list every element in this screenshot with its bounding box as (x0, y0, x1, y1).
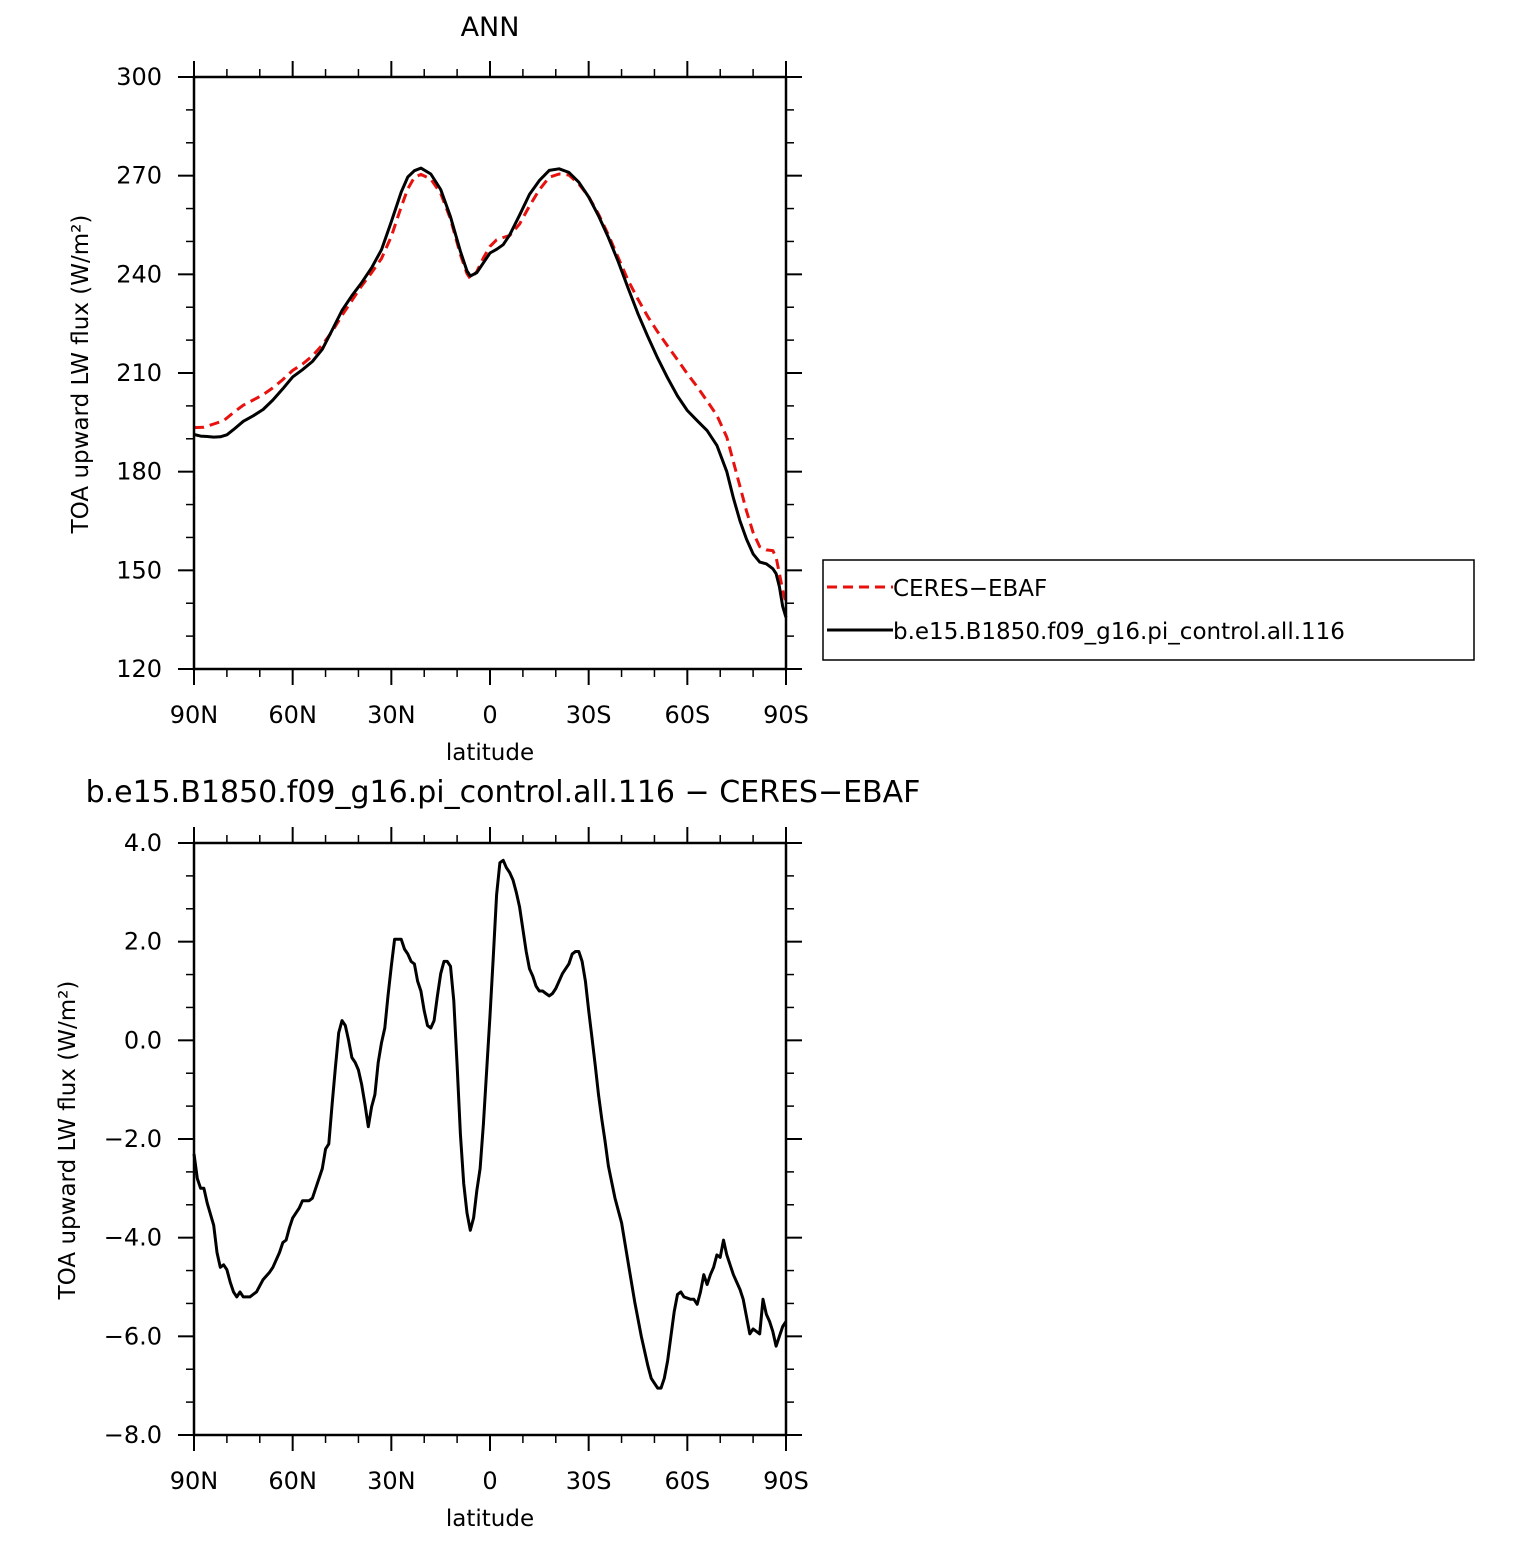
top-x-tick-label: 60S (664, 701, 710, 729)
bottom-y-tick-label: 4.0 (124, 829, 162, 857)
bottom-x-tick-label: 90N (170, 1467, 219, 1495)
top-x-tick-label: 90N (170, 701, 219, 729)
top-y-axis-label: TOA upward LW flux (W/m²) (68, 215, 94, 535)
legend-box (822, 559, 1475, 661)
bottom-x-tick-label: 30S (566, 1467, 612, 1495)
top-x-tick-label: 0 (482, 701, 497, 729)
top-y-tick-label: 240 (116, 260, 162, 288)
bottom-series-layer (192, 858, 788, 1390)
top-series-layer (193, 166, 788, 618)
top-y-tick-label: 150 (116, 556, 162, 584)
top-y-tick-label: 120 (116, 655, 162, 683)
legend: CERES−EBAF b.e15.B1850.f09_g16.pi_contro… (822, 559, 1475, 661)
bottom-y-tick-label: 0.0 (124, 1026, 162, 1054)
bottom-ticks: −8.0 −6.0 −4.0 −2.0 0.0 2.0 4.0 90N 60N 30N 0 30S 60… (104, 827, 809, 1495)
bottom-x-tick-label: 60S (664, 1467, 710, 1495)
bottom-x-tick-label: 60N (268, 1467, 317, 1495)
top-x-tick-label: 30S (566, 701, 612, 729)
bottom-y-tick-label: −6.0 (104, 1322, 162, 1350)
bottom-chart: b.e15.B1850.f09_g16.pi_control.all.116 −… (55, 775, 920, 1532)
bottom-plot-frame (192, 841, 788, 1437)
top-y-tick-label: 210 (116, 359, 162, 387)
bottom-x-tick-label: 0 (482, 1467, 497, 1495)
bottom-x-tick-label: 30N (367, 1467, 416, 1495)
top-y-tick-label: 300 (116, 63, 162, 91)
bottom-chart-title: b.e15.B1850.f09_g16.pi_control.all.116 −… (86, 775, 921, 810)
bottom-x-tick-label: 90S (763, 1467, 809, 1495)
legend-label-ceres: CERES−EBAF (893, 576, 1047, 602)
bottom-y-tick-label: 2.0 (124, 928, 162, 956)
bottom-series-line-0 (192, 858, 788, 1390)
bottom-y-axis-label: TOA upward LW flux (W/m²) (55, 981, 81, 1301)
top-plot-frame (192, 75, 788, 671)
top-x-tick-label: 30N (367, 701, 416, 729)
bottom-y-tick-label: −2.0 (104, 1125, 162, 1153)
top-x-tick-label: 60N (268, 701, 317, 729)
top-y-tick-label: 180 (116, 458, 162, 486)
bottom-y-tick-label: −4.0 (104, 1224, 162, 1252)
top-chart: ANN TOA upward LW flux (W/m²) latitude 1… (68, 12, 809, 766)
legend-label-model: b.e15.B1850.f09_g16.pi_control.all.116 (893, 619, 1345, 645)
top-series-line-1 (193, 166, 788, 618)
top-series-line-0 (193, 172, 788, 604)
bottom-y-tick-label: −8.0 (104, 1421, 162, 1449)
top-chart-title: ANN (461, 12, 520, 43)
top-ticks: 120 150 180 210 240 270 300 90N 60N 30N 0 30S 60S 90S (116, 61, 809, 729)
bottom-x-axis-label: latitude (446, 1506, 534, 1532)
top-x-tick-label: 90S (763, 701, 809, 729)
top-y-tick-label: 270 (116, 162, 162, 190)
top-x-axis-label: latitude (446, 740, 534, 766)
